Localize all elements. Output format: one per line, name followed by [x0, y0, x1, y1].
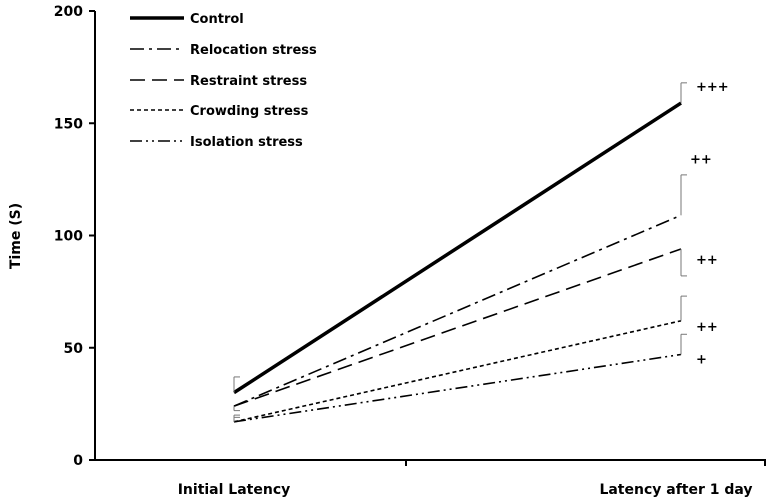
legend: Control Relocation stress Restraint stress…: [130, 12, 317, 150]
legend-label: Isolation stress: [190, 135, 303, 150]
series-line: [233, 248, 682, 407]
significance-mark: ++: [696, 320, 718, 335]
significance-mark: +++: [696, 80, 729, 95]
x-category-label: Initial Latency: [178, 482, 291, 498]
significance-marks: ++++++++++: [690, 80, 729, 367]
series-lines: [233, 101, 682, 423]
y-tick-label: 100: [54, 229, 83, 245]
y-tick-label: 0: [73, 453, 83, 469]
y-tick-label: 50: [64, 341, 84, 357]
y-tick-label: 150: [54, 116, 83, 132]
significance-mark: +: [696, 352, 707, 367]
legend-label: Restraint stress: [190, 74, 307, 89]
significance-mark: ++: [690, 152, 712, 167]
legend-label: Crowding stress: [190, 104, 309, 119]
y-axis-ticks: 0 50 100 150 200: [54, 4, 95, 469]
series-line: [233, 214, 682, 407]
series-line: [233, 101, 682, 395]
y-axis-label: Time (S): [8, 203, 24, 269]
legend-label: Relocation stress: [190, 43, 317, 58]
legend-label: Control: [190, 12, 244, 27]
significance-mark: ++: [696, 253, 718, 268]
x-category-label: Latency after 1 day: [599, 482, 752, 498]
y-tick-label: 200: [54, 4, 83, 20]
series-line: [233, 320, 682, 423]
x-axis-categories: Initial Latency Latency after 1 day: [178, 482, 753, 498]
error-bars: [233, 82, 687, 422]
series-line: [233, 353, 682, 423]
